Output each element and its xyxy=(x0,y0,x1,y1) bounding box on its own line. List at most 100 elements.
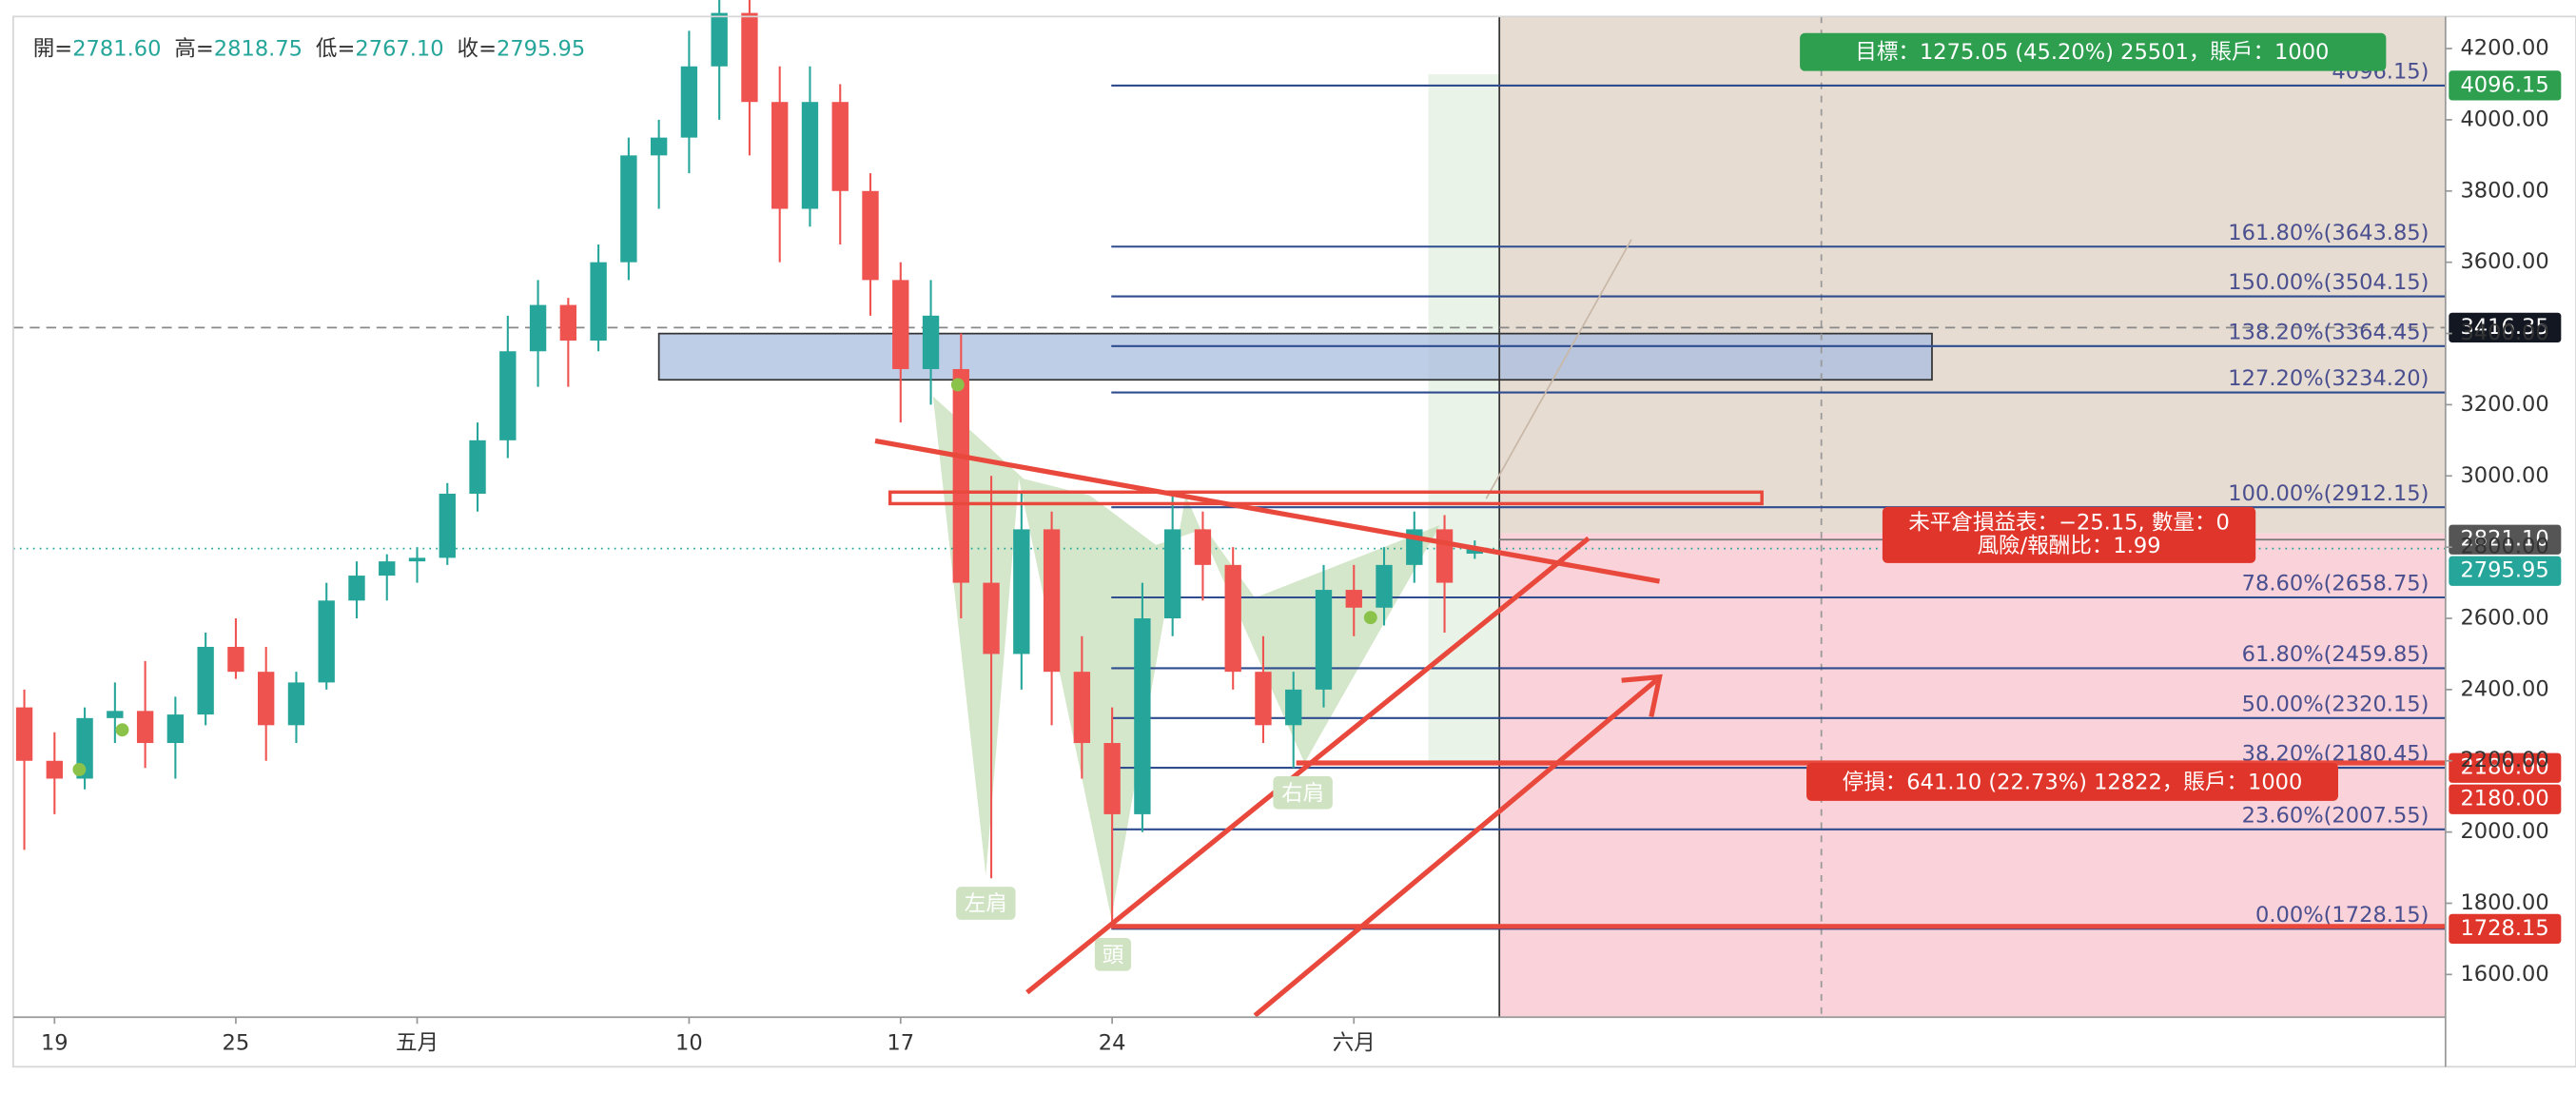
y-tick-label: 2200.00 xyxy=(2460,748,2548,772)
fib-label: 100.00%(2912.15) xyxy=(2228,481,2429,506)
signal-dot xyxy=(1363,611,1377,625)
price-tag xyxy=(2449,784,2562,814)
ohlc-label: 高= xyxy=(174,37,213,62)
candle-body xyxy=(1224,564,1241,673)
y-tick-label: 4000.00 xyxy=(2460,107,2548,131)
price-tag-label: 2821.10 xyxy=(2460,527,2548,552)
candle-body xyxy=(1435,529,1454,583)
fib-label: 78.60%(2658.75) xyxy=(2242,572,2430,596)
stop-box xyxy=(1806,762,2338,801)
pattern-label: 右肩 xyxy=(1281,781,1324,806)
y-tick-label: 2400.00 xyxy=(2460,676,2548,701)
candle-body xyxy=(559,304,577,342)
label-box xyxy=(1094,937,1132,971)
candle-body xyxy=(15,707,33,761)
candle-body xyxy=(1345,590,1362,608)
candle-body xyxy=(922,315,940,369)
candle-body xyxy=(318,600,335,683)
candle-body xyxy=(771,102,789,209)
fib-label: 50.00%(2320.15) xyxy=(2242,692,2430,716)
candle-body xyxy=(831,102,849,191)
price-tag xyxy=(2449,913,2562,945)
candle-body xyxy=(590,262,607,342)
candle-body xyxy=(408,557,426,562)
fib-label: 61.80%(2459.85) xyxy=(2242,642,2430,667)
candle-body xyxy=(379,561,396,576)
ohlc-label: 低= xyxy=(316,37,355,62)
candle-body xyxy=(287,682,305,726)
candle-body xyxy=(862,190,879,281)
candle-body xyxy=(1376,564,1393,608)
signal-dot xyxy=(72,762,87,776)
candle-body xyxy=(1103,743,1121,814)
y-tick-label: 3800.00 xyxy=(2460,178,2548,203)
signal-dot xyxy=(115,723,129,737)
y-tick-label: 1800.00 xyxy=(2460,890,2548,915)
pattern-label: 頭 xyxy=(1103,944,1124,968)
candle-body xyxy=(711,12,728,67)
y-tick-label: 2000.00 xyxy=(2460,819,2548,844)
y-tick-label: 4200.00 xyxy=(2460,36,2548,61)
candle-body xyxy=(469,440,486,494)
projection xyxy=(1485,239,1632,499)
y-tick-label: 3600.00 xyxy=(2460,249,2548,274)
candle-body xyxy=(680,66,698,138)
price-tag-label: 2180.00 xyxy=(2460,787,2548,811)
x-tick-label: 六月 xyxy=(1333,1031,1376,1056)
candle-body xyxy=(1315,590,1333,690)
supply-box xyxy=(657,332,1933,381)
y-tick-label: 1600.00 xyxy=(2460,962,2548,987)
candle-body xyxy=(741,12,758,103)
ohlc-value: 2781.60 xyxy=(72,37,161,62)
pnl-text: 風險/報酬比：1.99 xyxy=(1978,534,2161,558)
price-tag-label: 2795.95 xyxy=(2460,558,2548,583)
ohlc-value: 2795.95 xyxy=(497,37,585,62)
arrow-head xyxy=(1621,674,1663,717)
candle-body xyxy=(1073,672,1091,744)
neckline-box xyxy=(888,490,1764,506)
candle-body xyxy=(499,351,517,440)
x-tick-label: 25 xyxy=(223,1031,250,1056)
candle-body xyxy=(136,711,154,744)
fib-label: 161.80%(3643.85) xyxy=(2228,221,2429,245)
candle-body xyxy=(1285,689,1302,726)
stop-text: 停損：641.10 (22.73%) 12822，賬戶：1000 xyxy=(1843,770,2303,794)
target-zone xyxy=(1499,16,2446,534)
y-tick-label: 3400.00 xyxy=(2460,321,2548,345)
arrow-line xyxy=(1253,678,1658,1018)
x-tick-label: 19 xyxy=(41,1031,68,1056)
candle-body xyxy=(1163,529,1181,619)
candle-body xyxy=(1013,529,1030,654)
ohlc-label: 收= xyxy=(458,37,497,62)
candle-body xyxy=(892,280,909,369)
ohlc-header: 開= 2781.60 高= 2818.75 低= 2767.10 收= 2795.95 xyxy=(33,37,585,62)
price-tag xyxy=(2449,312,2562,343)
price-tag-label: 2180.00 xyxy=(2460,755,2548,780)
candles xyxy=(15,0,1484,928)
ohlc-value: 2767.10 xyxy=(355,37,443,62)
y-tick-label: 3200.00 xyxy=(2460,392,2548,417)
candle-body xyxy=(529,304,547,352)
candle-body xyxy=(258,672,275,726)
y-tick-label: 2800.00 xyxy=(2460,535,2548,559)
pattern-label: 左肩 xyxy=(965,892,1007,917)
price-tag xyxy=(2449,556,2562,586)
candle-body xyxy=(197,646,214,715)
fib-label: 138.20%(3364.45) xyxy=(2228,320,2429,344)
price-tag-label: 4096.15 xyxy=(2460,72,2548,97)
candle-body xyxy=(439,493,456,558)
fib-label: 127.20%(3234.20) xyxy=(2228,366,2429,391)
ohlc-label: 開= xyxy=(33,37,72,62)
candle-body xyxy=(1255,672,1272,726)
price-tag xyxy=(2449,752,2562,783)
price-tag-label: 3416.35 xyxy=(2460,315,2548,340)
candle-body xyxy=(46,760,63,779)
candle-body xyxy=(227,646,244,673)
candle-body xyxy=(801,102,819,209)
y-tick-label: 3000.00 xyxy=(2460,463,2548,488)
candle-body xyxy=(1043,529,1061,673)
candle-body xyxy=(107,711,124,718)
price-tag xyxy=(2449,70,2562,101)
x-tick-label: 24 xyxy=(1099,1031,1126,1056)
pnl-box xyxy=(1882,506,2256,563)
